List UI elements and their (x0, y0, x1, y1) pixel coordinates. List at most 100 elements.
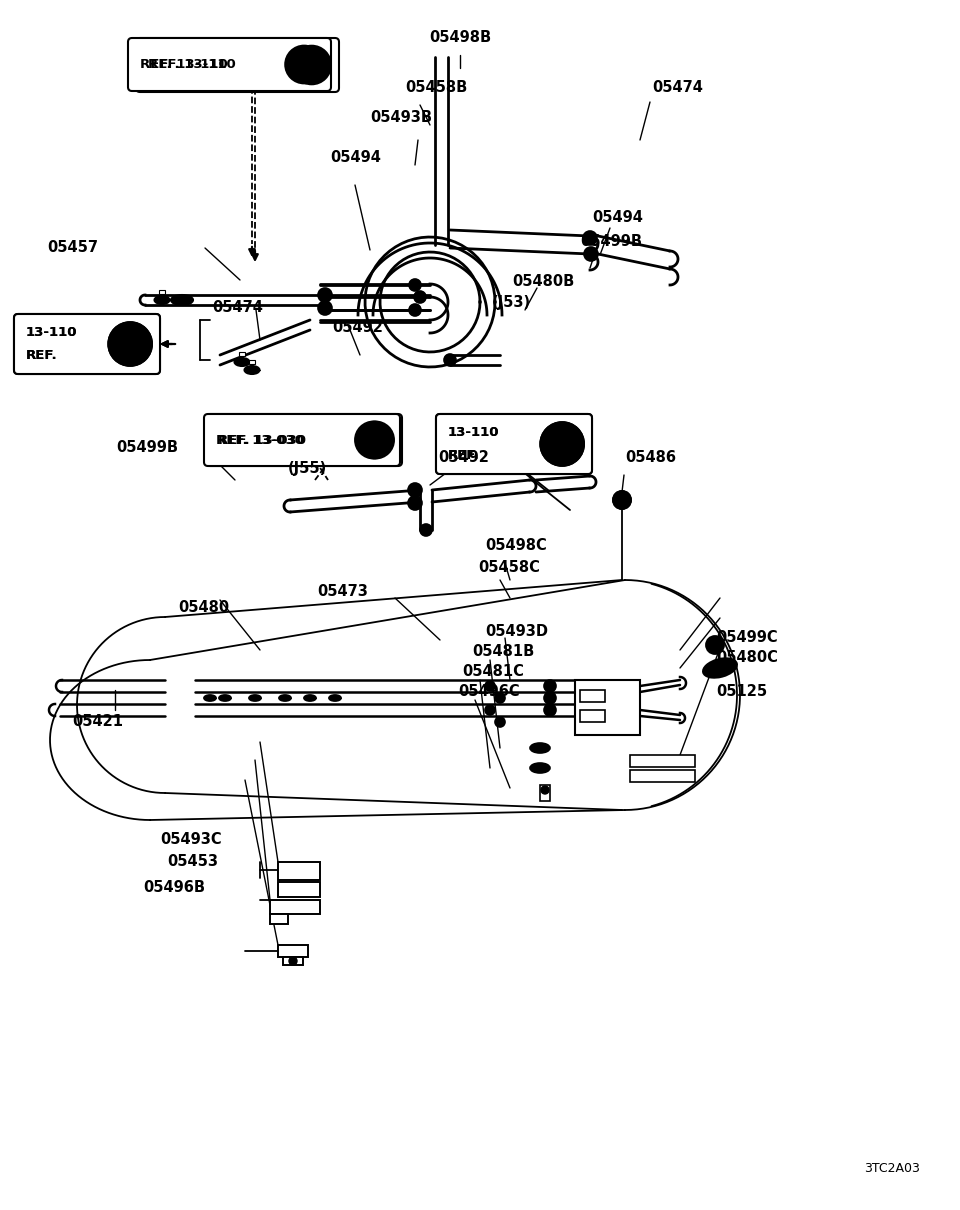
Ellipse shape (171, 295, 193, 305)
Text: 05125: 05125 (716, 685, 767, 699)
Bar (239, 352, 245, 356)
Text: 05498B: 05498B (429, 30, 492, 46)
Text: 2: 2 (300, 58, 308, 71)
Circle shape (584, 247, 598, 261)
Text: 05486: 05486 (625, 450, 676, 466)
FancyBboxPatch shape (436, 414, 592, 474)
Text: 3TC2A03: 3TC2A03 (864, 1162, 920, 1175)
Circle shape (544, 704, 556, 716)
Text: REF.: REF. (26, 348, 58, 362)
Text: 1: 1 (126, 338, 134, 351)
Text: 05480B: 05480B (512, 275, 574, 289)
Text: 05498C: 05498C (485, 537, 547, 553)
Circle shape (289, 957, 297, 966)
Circle shape (408, 496, 422, 509)
Circle shape (408, 483, 422, 497)
Text: 05496C: 05496C (458, 685, 519, 699)
Text: REF. 13-030: REF. 13-030 (218, 433, 306, 446)
Text: 05492: 05492 (332, 321, 383, 335)
Bar (278, 882, 320, 897)
Circle shape (318, 288, 332, 302)
Text: 05499C: 05499C (716, 630, 778, 645)
Ellipse shape (329, 695, 341, 701)
Text: 05499B: 05499B (580, 235, 642, 249)
Text: REF.: REF. (26, 348, 58, 362)
Bar (270, 914, 288, 924)
Text: REF. 13-110: REF. 13-110 (148, 58, 236, 71)
Ellipse shape (155, 295, 170, 304)
Circle shape (495, 693, 505, 703)
Circle shape (583, 231, 597, 244)
Circle shape (613, 491, 631, 509)
Ellipse shape (703, 658, 737, 678)
Bar (278, 945, 308, 957)
Text: 2: 2 (307, 58, 316, 71)
Text: 05492: 05492 (438, 450, 489, 466)
FancyBboxPatch shape (204, 414, 400, 466)
Text: 1: 1 (558, 438, 566, 450)
Text: 1: 1 (126, 338, 134, 351)
Ellipse shape (244, 365, 260, 374)
Ellipse shape (530, 764, 550, 773)
Ellipse shape (204, 695, 216, 701)
Circle shape (541, 786, 549, 794)
Text: 05458B: 05458B (405, 81, 468, 96)
Text: REF. 13-030: REF. 13-030 (216, 433, 304, 446)
Bar (575, 680, 640, 734)
Text: 05493D: 05493D (485, 624, 548, 640)
Text: 1: 1 (370, 433, 378, 446)
Bar (630, 770, 695, 782)
Circle shape (420, 524, 432, 536)
Text: 05481C: 05481C (462, 664, 524, 680)
Circle shape (485, 681, 495, 691)
Circle shape (355, 421, 392, 459)
Text: 05496B: 05496B (143, 881, 205, 895)
Text: REF.: REF. (448, 449, 480, 462)
Text: 05453: 05453 (167, 854, 218, 870)
Text: 13-110: 13-110 (26, 325, 78, 339)
Circle shape (540, 422, 584, 466)
Circle shape (409, 280, 421, 290)
Circle shape (293, 46, 331, 85)
Text: 05473: 05473 (317, 584, 368, 599)
Text: 05493B: 05493B (370, 110, 432, 126)
Ellipse shape (219, 695, 231, 701)
Ellipse shape (234, 358, 250, 367)
Text: 05421: 05421 (72, 714, 123, 730)
Text: 05494: 05494 (330, 150, 381, 166)
Text: (J55): (J55) (288, 461, 327, 476)
Text: (J53): (J53) (492, 294, 531, 310)
Text: 1: 1 (558, 438, 566, 450)
Circle shape (444, 355, 456, 365)
Bar (580, 710, 605, 722)
Text: 05458C: 05458C (478, 560, 540, 576)
Text: 05480C: 05480C (716, 651, 778, 666)
Bar (250, 361, 254, 364)
Circle shape (318, 301, 332, 315)
Text: 1: 1 (372, 433, 380, 446)
Text: 05499B: 05499B (116, 440, 178, 455)
Circle shape (108, 322, 152, 365)
Text: 05494: 05494 (592, 211, 643, 225)
Circle shape (485, 705, 495, 715)
Circle shape (409, 304, 421, 316)
Bar (630, 755, 695, 767)
Circle shape (613, 491, 631, 509)
Circle shape (540, 422, 584, 466)
Ellipse shape (304, 695, 316, 701)
Bar (283, 957, 303, 966)
Text: REF.: REF. (448, 449, 480, 462)
Text: 05474: 05474 (652, 81, 703, 96)
Circle shape (357, 421, 394, 459)
Bar (278, 862, 320, 880)
Circle shape (544, 692, 556, 704)
Circle shape (108, 322, 152, 365)
Text: 05493C: 05493C (160, 832, 222, 847)
Bar (540, 785, 550, 801)
FancyBboxPatch shape (14, 315, 160, 374)
FancyBboxPatch shape (436, 414, 592, 474)
Ellipse shape (279, 695, 291, 701)
Text: 05480: 05480 (178, 600, 229, 616)
Bar (159, 290, 165, 294)
Circle shape (544, 680, 556, 692)
